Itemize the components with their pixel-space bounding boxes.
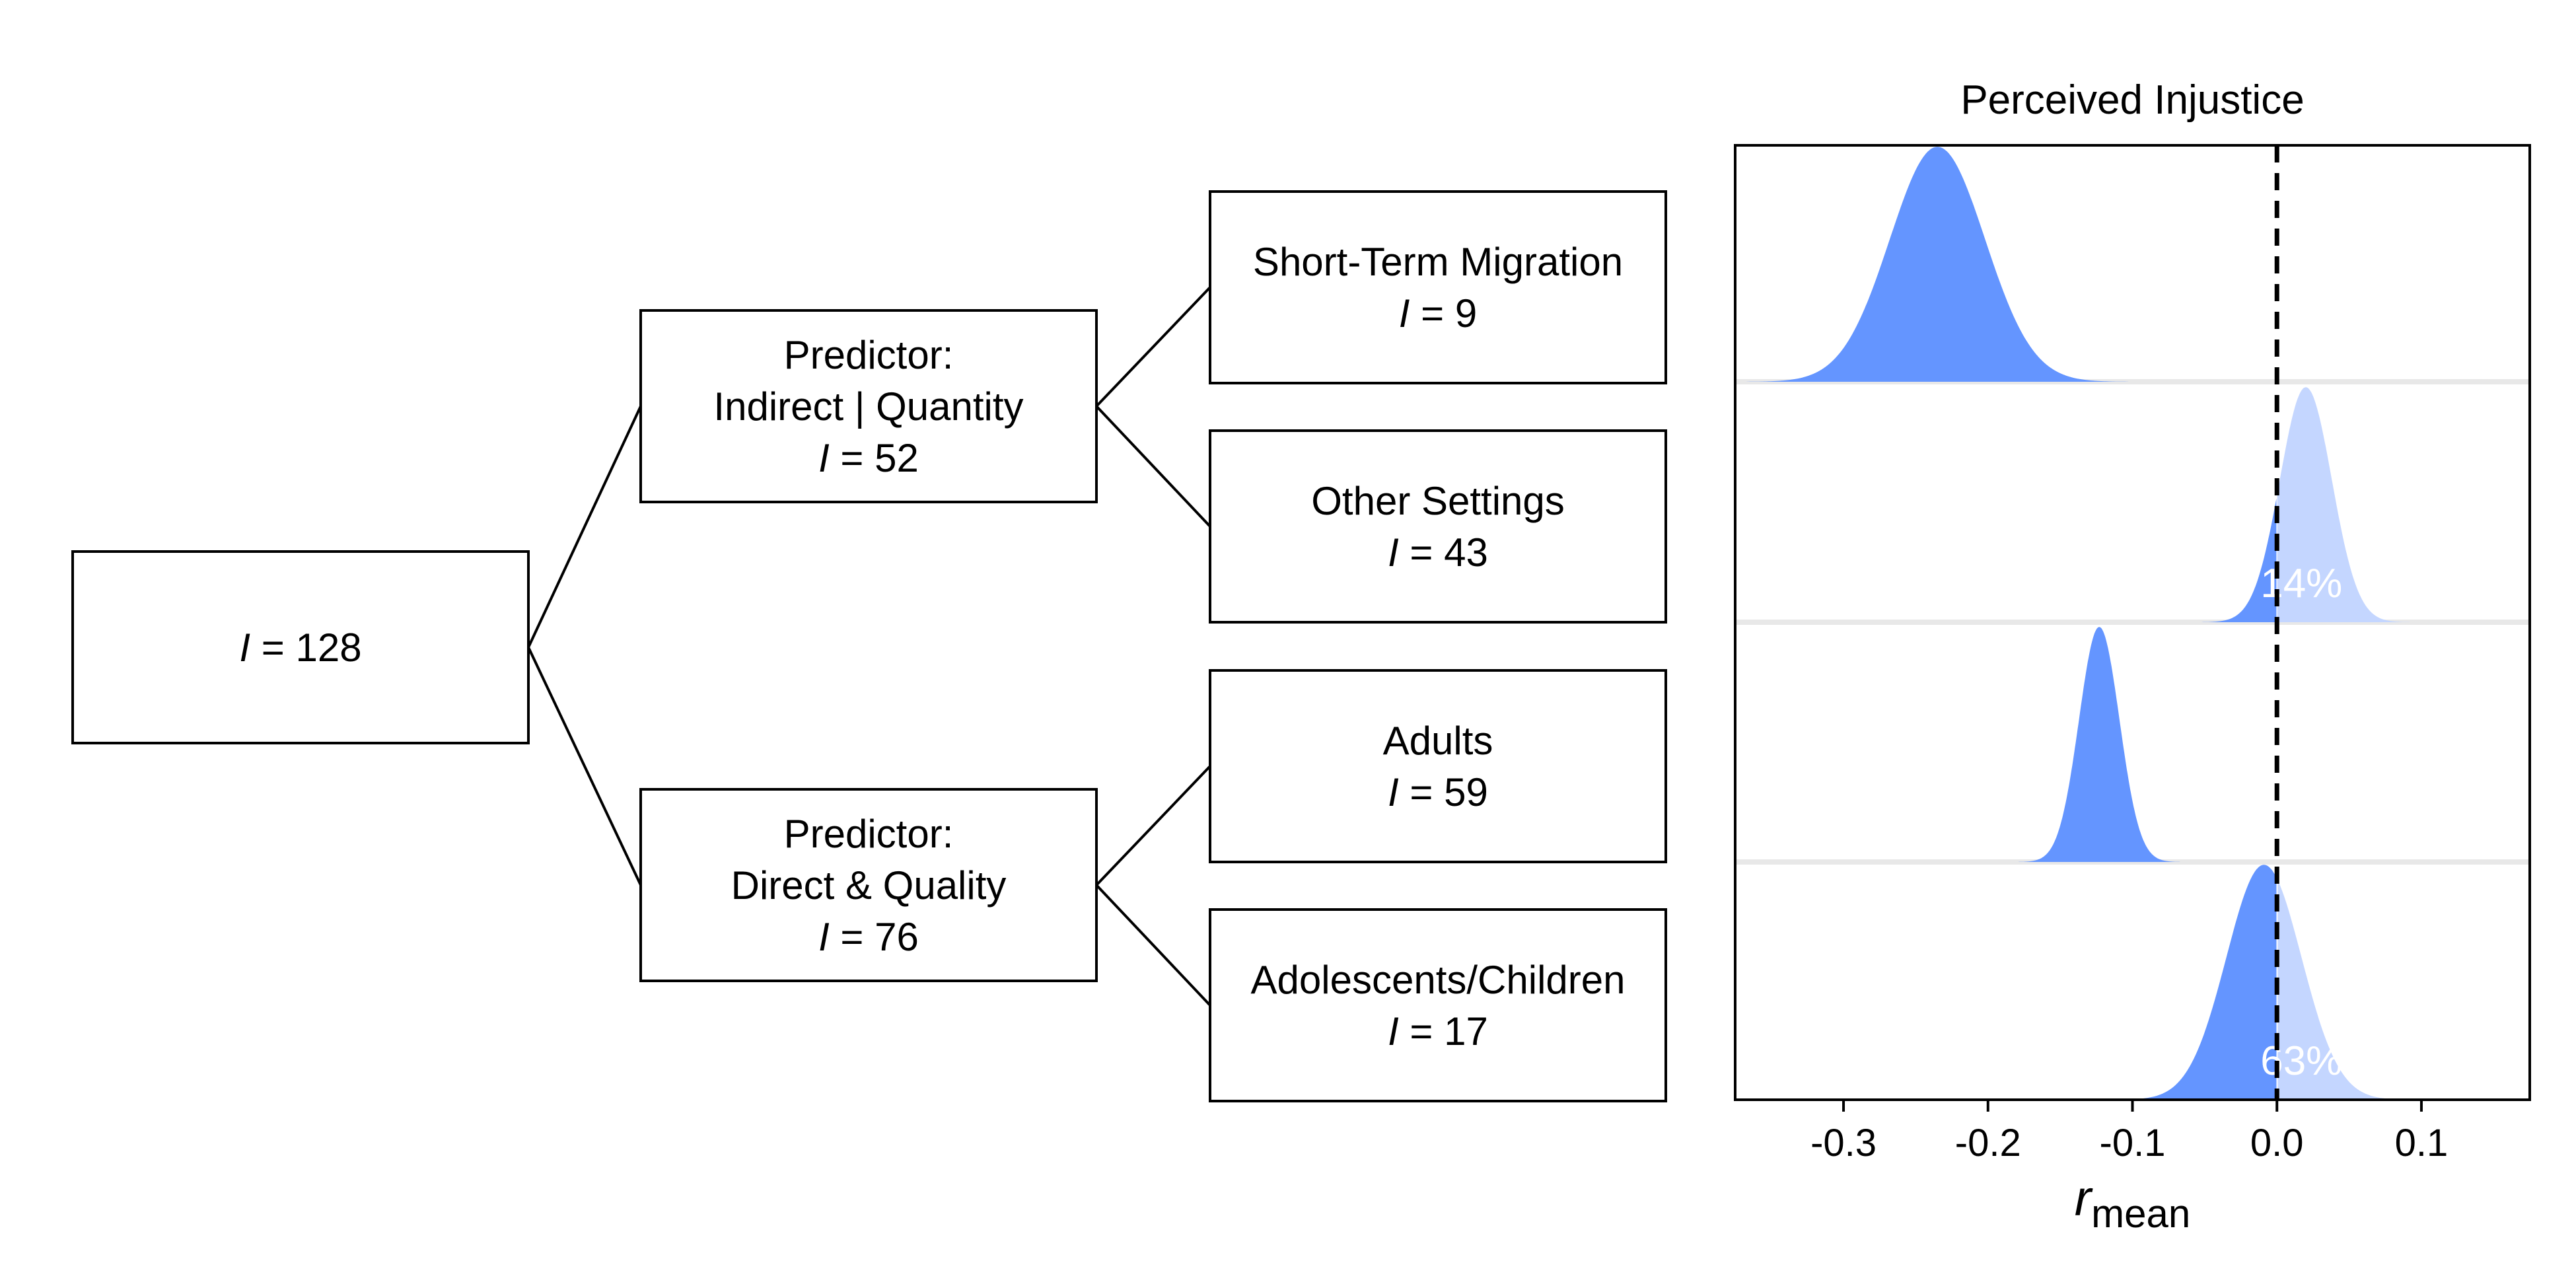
- x-tick-label: 0.1: [2395, 1122, 2449, 1164]
- density-percent-label: 63%: [2260, 1038, 2342, 1084]
- branch-node-2-border: [639, 788, 1098, 982]
- leaf-node-2-1-border: [1209, 669, 1667, 863]
- branch-node-1-border: [639, 309, 1098, 503]
- density-percent-label: 14%: [2260, 561, 2342, 606]
- chart-title: Perceived Injustice: [1960, 77, 2304, 123]
- density-row-2: 14%: [1735, 387, 2530, 625]
- tree-connector: [1095, 286, 1211, 408]
- x-axis-label: rmean: [2075, 1170, 2190, 1236]
- branch-node-1: Predictor: Indirect | Quantity I = 52: [639, 309, 1098, 503]
- leaf-node-2-2-count: I = 17: [1388, 1009, 1488, 1054]
- leaf-node-1-2: Other Settings I = 43: [1209, 429, 1667, 624]
- branch-node-1-count: I = 52: [818, 436, 919, 480]
- leaf-node-2-1-label: Adults: [1383, 719, 1493, 763]
- x-tick-label: 0.0: [2250, 1122, 2304, 1164]
- density-row-4: 63%: [2114, 865, 2414, 1100]
- leaf-node-2-1: Adults I = 59: [1209, 669, 1667, 863]
- density-positive-area: [2277, 880, 2414, 1100]
- density-positive-area: [2277, 387, 2410, 622]
- tree-connector: [1095, 884, 1211, 1007]
- tree-connector: [1095, 765, 1211, 886]
- leaf-node-2-2: Adolescents/Children I = 17: [1209, 908, 1667, 1102]
- tree-connector: [527, 647, 642, 886]
- root-node: I = 128: [71, 550, 530, 744]
- tree-connector: [527, 406, 642, 648]
- tree-diagram: I = 128 Predictor: Indirect | Quantity I = …: [71, 190, 1667, 1102]
- density-negative-area: [2201, 498, 2277, 622]
- density-row-1: [1735, 147, 2530, 384]
- leaf-node-2-2-label: Adolescents/Children: [1251, 958, 1626, 1002]
- density-negative-area: [1746, 147, 2128, 382]
- branch-node-1-label: Indirect | Quantity: [713, 384, 1023, 429]
- root-node-count: I = 128: [239, 626, 361, 670]
- leaf-node-1-1-border: [1209, 190, 1667, 384]
- leaf-node-1-1-label: Short-Term Migration: [1253, 240, 1623, 284]
- x-tick-label: -0.3: [1810, 1122, 1877, 1164]
- leaf-node-1-2-count: I = 43: [1388, 530, 1488, 575]
- ridge-chart: Perceived Injustice 14% 63% -0.3 -0.2 -0.1 0.0…: [1734, 77, 2531, 1236]
- density-negative-area: [2114, 865, 2277, 1100]
- x-tick-label: -0.2: [1955, 1122, 2021, 1164]
- tree-connector: [1095, 405, 1211, 528]
- leaf-node-1-1: Short-Term Migration I = 9: [1209, 190, 1667, 384]
- root-node-border: [71, 550, 530, 744]
- leaf-node-2-2-border: [1209, 908, 1667, 1102]
- branch-node-2-label: Direct & Quality: [731, 863, 1007, 908]
- density-negative-area: [2018, 627, 2180, 862]
- branch-node-2: Predictor: Direct & Quality I = 76: [639, 788, 1098, 982]
- leaf-node-2-1-count: I = 59: [1388, 770, 1488, 814]
- leaf-node-1-1-count: I = 9: [1399, 291, 1477, 336]
- branch-node-2-count: I = 76: [818, 915, 919, 959]
- x-tick-label: -0.1: [2100, 1122, 2166, 1164]
- density-row-3: [1735, 627, 2530, 865]
- branch-node-2-label: Predictor:: [784, 812, 954, 856]
- leaf-node-1-2-border: [1209, 429, 1667, 624]
- leaf-node-1-2-label: Other Settings: [1311, 479, 1565, 523]
- branch-node-1-label: Predictor:: [784, 333, 954, 377]
